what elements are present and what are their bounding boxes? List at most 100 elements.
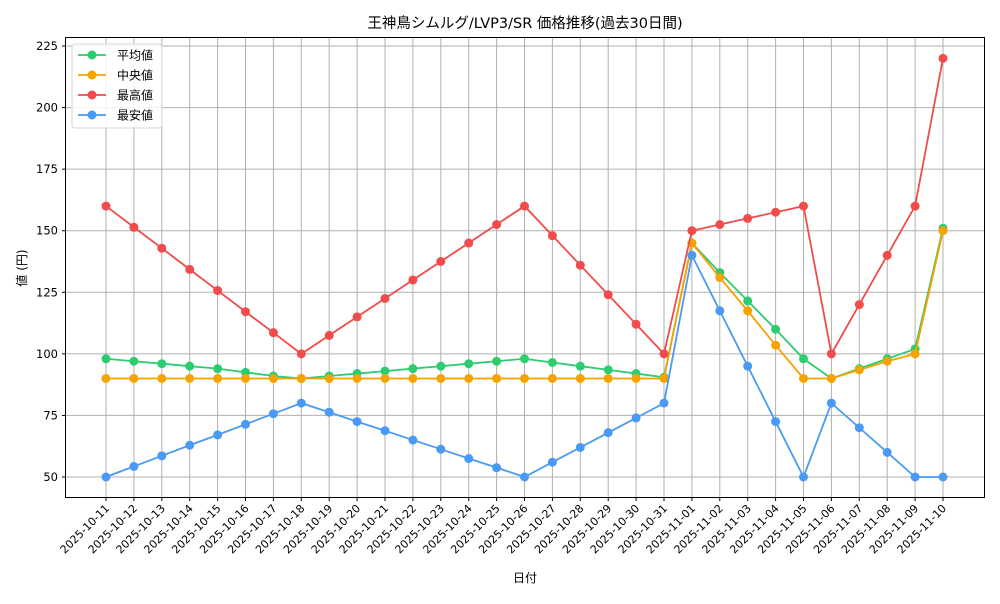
data-point [799, 472, 808, 482]
data-point [799, 373, 808, 383]
data-point [882, 250, 892, 260]
data-point [575, 260, 585, 270]
data-point [882, 356, 892, 366]
data-point [575, 373, 585, 383]
data-point [492, 373, 502, 383]
legend-item: 最高値 [78, 88, 153, 103]
data-point [799, 354, 808, 364]
legend-label: 最安値 [117, 108, 153, 123]
data-point [324, 407, 334, 417]
data-point [296, 398, 306, 408]
data-point [296, 373, 306, 383]
data-point [547, 231, 557, 241]
data-point [743, 361, 753, 371]
data-point [547, 457, 557, 467]
data-point [771, 207, 781, 217]
data-point [687, 250, 697, 260]
data-point [492, 356, 502, 366]
data-point [575, 442, 585, 452]
data-point [436, 361, 446, 371]
y-tick-label: 50 [43, 470, 58, 484]
data-point [157, 451, 167, 461]
data-point [464, 359, 474, 369]
data-point [520, 472, 529, 482]
chart-title: 王神鳥シムルグ/LVP3/SR 価格推移(過去30日間) [367, 15, 682, 32]
legend-marker-icon [87, 50, 97, 60]
data-point [436, 257, 446, 266]
data-point [938, 53, 948, 63]
data-point [631, 413, 641, 423]
data-point [129, 222, 139, 232]
data-point [101, 201, 111, 211]
data-point [910, 472, 920, 482]
data-point [659, 398, 669, 408]
data-point [185, 373, 195, 383]
data-point [241, 373, 250, 383]
data-point [352, 417, 362, 427]
legend-item: 中央値 [78, 68, 153, 83]
data-point [659, 349, 669, 359]
data-point [129, 373, 139, 383]
data-point [826, 349, 836, 359]
y-tick-label: 225 [36, 39, 58, 53]
data-point [185, 440, 195, 450]
legend-label: 平均値 [117, 48, 153, 63]
data-point [436, 444, 446, 454]
data-point [547, 357, 557, 367]
data-point [938, 226, 948, 236]
grid-lines [66, 38, 984, 497]
data-point [603, 428, 613, 438]
y-tick-label: 175 [36, 162, 58, 176]
legend-marker-icon [87, 90, 97, 100]
legend-marker-icon [87, 110, 97, 120]
legend-box [71, 43, 163, 129]
data-point [854, 423, 864, 433]
data-point [854, 300, 864, 310]
y-tick-label: 125 [36, 285, 58, 299]
data-point [408, 435, 418, 445]
legend-item: 最安値 [78, 108, 153, 123]
data-point [241, 307, 250, 317]
data-point [380, 366, 390, 376]
data-point [715, 306, 725, 316]
data-point [687, 226, 697, 236]
y-tick-label: 75 [43, 408, 58, 422]
data-point [268, 328, 278, 338]
data-point [492, 220, 502, 230]
series-最安値 [101, 250, 948, 482]
data-point [241, 419, 250, 429]
y-tick-label: 150 [36, 224, 58, 238]
legend-label: 中央値 [117, 68, 153, 83]
data-point [101, 472, 111, 482]
series-中央値 [101, 226, 948, 383]
data-point [213, 430, 223, 440]
x-axis-ticks: 2025-10-112025-10-122025-10-132025-10-14… [58, 497, 949, 556]
data-point [603, 290, 613, 300]
data-point [520, 373, 529, 383]
data-point [771, 324, 781, 334]
data-point [185, 264, 195, 274]
series-最高値 [101, 53, 948, 359]
data-point [213, 364, 223, 374]
legend-label: 最高値 [117, 88, 153, 103]
data-point [575, 361, 585, 371]
data-point [185, 361, 195, 371]
data-point [771, 340, 781, 350]
data-point [268, 409, 278, 419]
data-point [157, 373, 167, 383]
data-point [743, 306, 753, 316]
data-point [659, 373, 669, 383]
legend-marker-icon [87, 70, 97, 80]
data-point [520, 201, 529, 211]
data-point [631, 373, 641, 383]
data-point [352, 373, 362, 383]
data-point [464, 454, 474, 464]
data-point [715, 273, 725, 283]
data-point [771, 417, 781, 427]
data-point [101, 354, 111, 364]
data-point [408, 373, 418, 383]
y-tick-label: 200 [36, 101, 58, 115]
legend-item: 平均値 [78, 48, 153, 63]
data-point [910, 349, 920, 359]
